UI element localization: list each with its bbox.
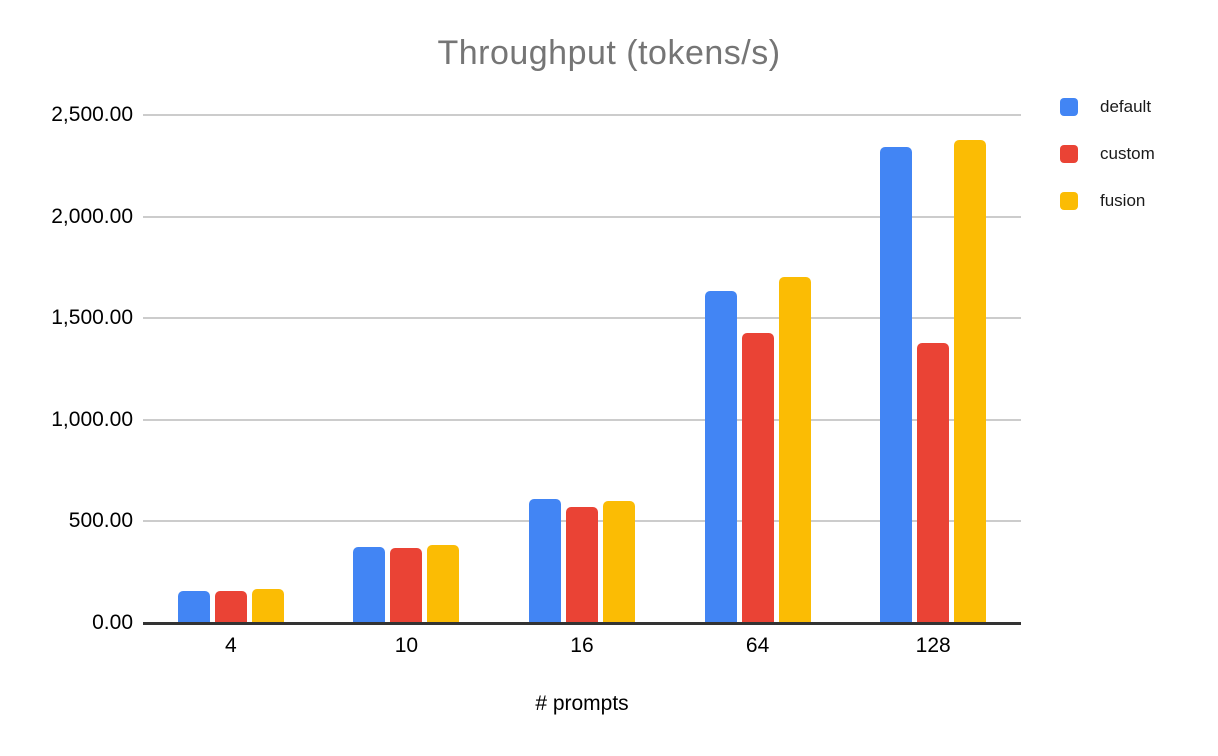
legend-label: custom: [1100, 144, 1155, 163]
plot-area: [143, 114, 1021, 625]
x-tick-label-64: 64: [745, 634, 770, 657]
gridline: [143, 114, 1021, 116]
bar-group-64: [670, 115, 846, 623]
x-tick-label-16: 16: [570, 634, 594, 657]
legend-swatch-fusion: [1060, 192, 1078, 210]
legend-item-fusion: fusion: [1060, 191, 1155, 210]
bar-custom-128: [917, 343, 950, 623]
x-axis-line: [143, 622, 1021, 625]
legend-item-custom: custom: [1060, 144, 1155, 163]
bar-fusion-4: [251, 588, 284, 623]
bar-custom-10: [390, 547, 423, 623]
legend-item-default: default: [1060, 97, 1155, 116]
x-tick-label-10: 10: [394, 634, 419, 657]
bar-group-16: [494, 115, 670, 623]
x-axis-title: # prompts: [535, 692, 629, 715]
bar-group-4: [143, 115, 319, 623]
y-tick-label: 500.00: [68, 509, 133, 533]
legend-swatch-custom: [1060, 145, 1078, 163]
chart-title: Throughput (tokens/s): [437, 34, 781, 72]
x-axis-tick-labels: 4 10 16 64 128: [143, 634, 1021, 658]
bar-default-16: [528, 499, 561, 623]
bar-default-128: [880, 146, 913, 623]
legend-label: fusion: [1100, 191, 1146, 210]
gridline: [143, 418, 1021, 421]
bar-fusion-64: [778, 276, 811, 623]
bar-fusion-10: [427, 544, 460, 623]
bar-default-10: [353, 547, 386, 623]
y-tick-label: 2,500.00: [51, 103, 133, 126]
y-tick-label: 0.00: [92, 611, 133, 634]
legend: default custom fusion: [1060, 97, 1155, 239]
bar-default-64: [704, 291, 737, 623]
y-axis-labels: 0.00 500.00 1,000.00 1,500.00 2,000.00 2,500.…: [0, 104, 133, 634]
bar-group-10: [319, 115, 495, 623]
bar-custom-16: [565, 506, 598, 623]
x-tick-label-128: 128: [915, 634, 951, 657]
y-tick-label: 2,000.00: [51, 204, 133, 228]
bar-custom-64: [741, 332, 774, 623]
bar-default-4: [177, 590, 210, 623]
legend-label: default: [1100, 97, 1152, 116]
gridline: [143, 215, 1021, 218]
y-tick-label: 1,000.00: [51, 407, 133, 431]
bar-custom-4: [214, 591, 247, 623]
bar-fusion-128: [954, 140, 987, 623]
y-tick-label: 1,500.00: [51, 306, 133, 330]
bar-group-128: [845, 115, 1021, 623]
legend-swatch-default: [1060, 98, 1078, 116]
gridline: [143, 317, 1021, 320]
bar-fusion-16: [602, 500, 635, 623]
x-tick-label-4: 4: [224, 634, 237, 657]
